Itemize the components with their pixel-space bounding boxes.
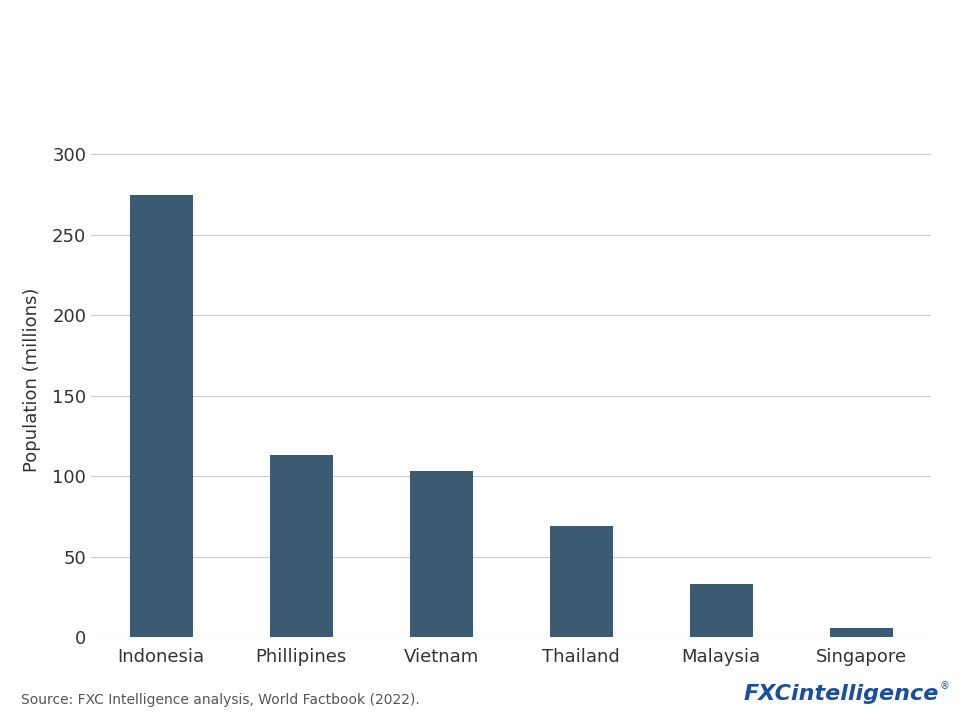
- Bar: [550, 526, 612, 637]
- Text: Population size across key markets in Southeast Asia: Population size across key markets in So…: [21, 76, 538, 94]
- Bar: [829, 628, 893, 637]
- Bar: [130, 194, 193, 637]
- Bar: [410, 472, 472, 637]
- Bar: [689, 584, 753, 637]
- Bar: [270, 455, 333, 637]
- Text: ®: ®: [940, 681, 949, 691]
- Y-axis label: Population (millions): Population (millions): [23, 287, 41, 472]
- Text: Singapore has small population, large remittances share: Singapore has small population, large re…: [21, 18, 913, 46]
- Text: FXCintelligence: FXCintelligence: [743, 684, 939, 704]
- Text: Source: FXC Intelligence analysis, World Factbook (2022).: Source: FXC Intelligence analysis, World…: [21, 693, 420, 707]
